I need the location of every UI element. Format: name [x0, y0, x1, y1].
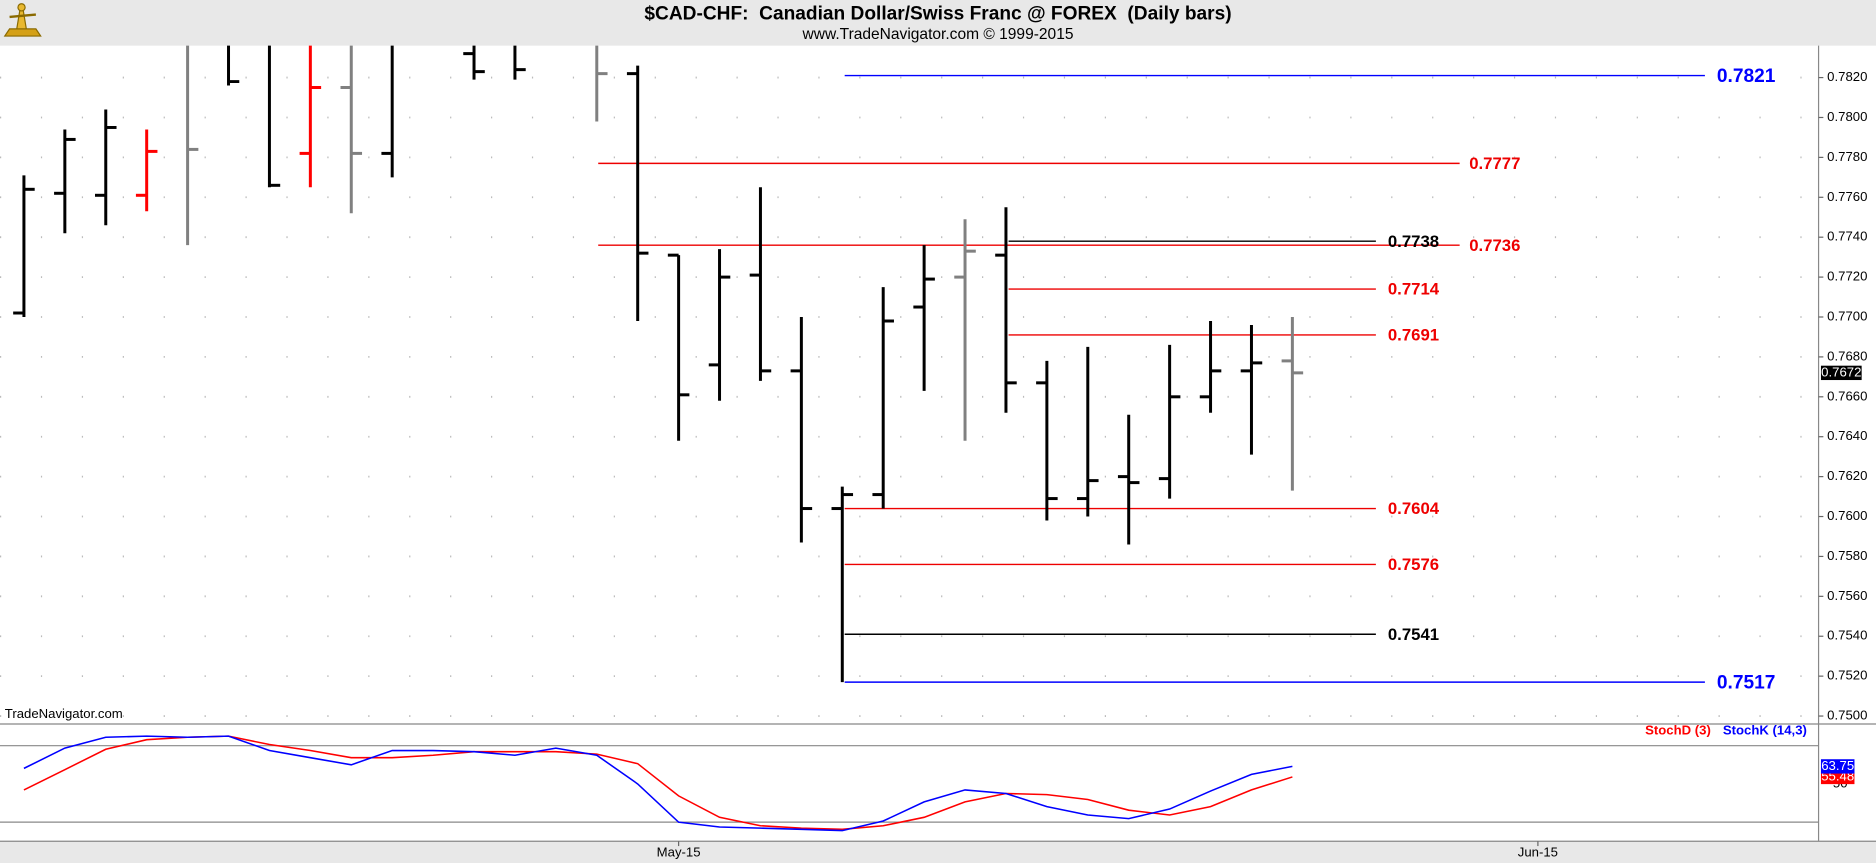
- y-tick-label: 0.7640: [1827, 428, 1867, 443]
- plot-area: [0, 45, 1819, 842]
- level-label: 0.7777: [1469, 154, 1520, 173]
- y-tick-label: 0.7620: [1827, 468, 1867, 483]
- last-price-box: [1820, 365, 1862, 381]
- level-label: 0.7821: [1717, 66, 1776, 87]
- y-tick-label: 0.7520: [1827, 668, 1867, 683]
- y-tick-label: 0.7740: [1827, 229, 1867, 244]
- chart-title: $CAD-CHF: Canadian Dollar/Swiss Franc @ …: [644, 4, 1231, 25]
- level-label: 0.7691: [1388, 326, 1439, 345]
- y-tick-label: 0.7580: [1827, 548, 1867, 563]
- level-label: 0.7517: [1717, 672, 1776, 693]
- level-label: 0.7736: [1469, 236, 1520, 255]
- last-value-box: [1820, 759, 1855, 774]
- y-tick-label: 0.7600: [1827, 508, 1867, 523]
- level-label: 0.7604: [1388, 499, 1440, 518]
- legend-entry: StochD (3): [1645, 723, 1711, 738]
- logo: [3, 3, 42, 37]
- y-tick-label: 0.7680: [1827, 348, 1867, 363]
- y-tick-label: 0.7700: [1827, 308, 1867, 323]
- watermark: TradeNavigator.com: [5, 706, 123, 721]
- y-tick-label: 0.7760: [1827, 189, 1867, 204]
- y-tick-label: 0.7780: [1827, 149, 1867, 164]
- x-tick-label: May-15: [657, 845, 701, 860]
- last-value-label: 63.75: [1821, 758, 1854, 773]
- level-label: 0.7541: [1388, 625, 1439, 644]
- y-tick-label: 0.7500: [1827, 708, 1867, 723]
- chart-subtitle: www.TradeNavigator.com © 1999-2015: [802, 26, 1074, 43]
- price-pane: [0, 45, 1819, 717]
- y-tick-label: 0.7800: [1827, 109, 1867, 124]
- stoch-line: [23, 735, 1293, 832]
- y-tick-label: 0.7820: [1827, 69, 1867, 84]
- y-tick-label: 0.7660: [1827, 388, 1867, 403]
- level-label: 0.7738: [1388, 232, 1439, 251]
- stoch-line: [23, 735, 1293, 831]
- axis-area: [1818, 45, 1876, 842]
- last-price-label: 0.7672: [1821, 364, 1861, 379]
- x-tick-label: Jun-15: [1518, 845, 1558, 860]
- y-tick-label: 0.7560: [1827, 588, 1867, 603]
- level-label: 0.7714: [1388, 280, 1440, 299]
- y-tick-label: 0.7540: [1827, 628, 1867, 643]
- y-tick-label: 0.7720: [1827, 269, 1867, 284]
- legend-entry: StochK (14,3): [1723, 723, 1807, 738]
- level-label: 0.7576: [1388, 555, 1439, 574]
